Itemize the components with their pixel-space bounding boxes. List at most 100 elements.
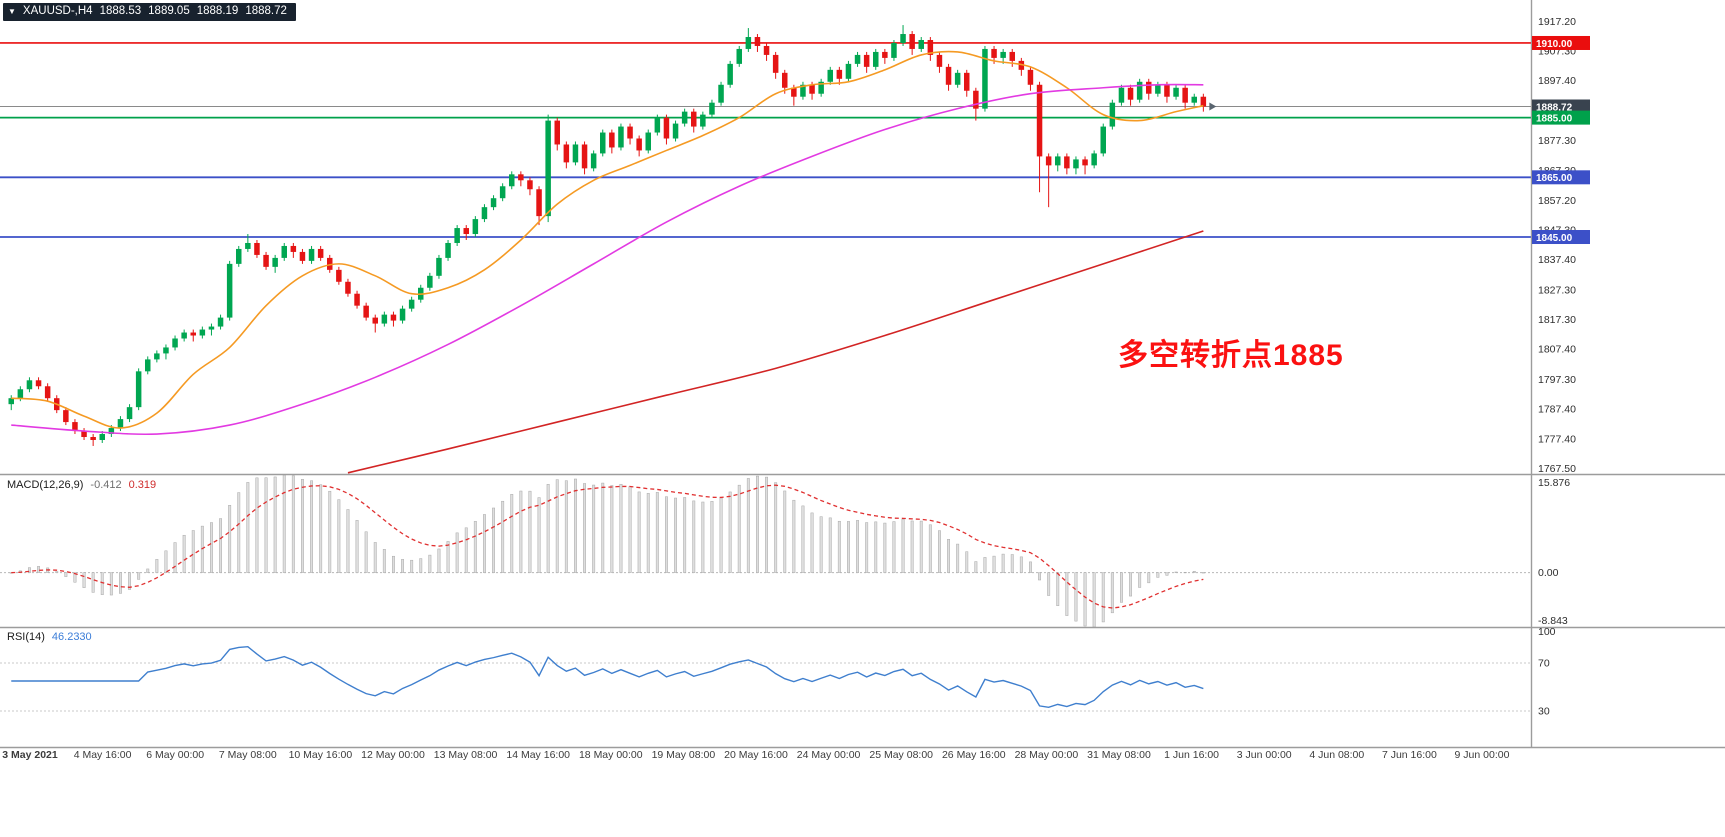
price-axis-label: 1787.40 <box>1538 403 1576 415</box>
price-badge-1910.00 <box>1532 35 1590 50</box>
macd-histogram-bar <box>210 522 213 573</box>
candle-up <box>1109 102 1116 127</box>
candle-down <box>563 144 570 163</box>
candle-down <box>882 51 888 58</box>
macd-histogram-bar <box>291 475 295 573</box>
time-axis-label[interactable]: 20 May 16:00 <box>724 749 788 761</box>
candle-down <box>663 117 670 139</box>
macd-histogram-bar <box>947 539 950 573</box>
time-axis-label[interactable]: 4 Jun 08:00 <box>1309 749 1364 761</box>
time-axis-label[interactable]: 3 Jun 00:00 <box>1237 749 1292 761</box>
candle-up <box>99 434 105 440</box>
candle-down <box>363 305 369 318</box>
time-axis-label[interactable]: 28 May 00:00 <box>1015 749 1079 761</box>
time-axis-label[interactable]: 24 May 00:00 <box>797 749 861 761</box>
macd-histogram-bar <box>428 554 432 573</box>
macd-histogram-bar <box>173 542 177 573</box>
time-axis-label[interactable]: 25 May 08:00 <box>869 749 933 761</box>
time-axis-label[interactable]: 18 May 00:00 <box>579 749 643 761</box>
candle-down <box>1009 51 1015 61</box>
candle-up <box>654 117 661 133</box>
rsi-axis-label: 100 <box>1538 626 1556 638</box>
time-axis-label[interactable]: 4 May 16:00 <box>74 749 132 761</box>
price-badge-1865.00 <box>1532 170 1590 185</box>
candle-down <box>609 132 615 148</box>
time-axis-label[interactable]: 19 May 08:00 <box>652 749 716 761</box>
candle-up <box>481 207 488 220</box>
macd-histogram-bar <box>919 520 923 573</box>
candle-down <box>1146 81 1152 94</box>
collapse-icon[interactable]: ▼ <box>8 7 16 16</box>
macd-histogram-bar <box>401 559 405 573</box>
macd-histogram-bar <box>528 490 532 573</box>
candle-up <box>954 72 961 85</box>
macd-histogram-bar <box>756 475 759 573</box>
candle-down <box>463 228 469 235</box>
macd-signal-value: 0.319 <box>128 479 157 491</box>
macd-indicator-label: MACD(12,26,9) -0.412 0.319 <box>7 479 156 491</box>
time-axis-label[interactable]: 9 Jun 00:00 <box>1455 749 1510 761</box>
macd-histogram-bar <box>128 572 132 590</box>
macd-histogram-bar <box>319 484 323 573</box>
macd-histogram-bar <box>537 497 541 573</box>
time-axis-label[interactable]: 7 Jun 16:00 <box>1382 749 1437 761</box>
candle-up <box>681 111 688 124</box>
macd-histogram-bar <box>828 517 832 573</box>
macd-histogram-bar <box>628 486 632 573</box>
macd-histogram-bar <box>1138 572 1142 588</box>
macd-histogram-bar <box>91 572 95 593</box>
candle-up <box>1173 87 1179 97</box>
macd-histogram-bar <box>928 524 932 573</box>
annotation-text[interactable]: 多空转折点1885 <box>1118 339 1344 372</box>
time-axis-label[interactable]: 6 May 00:00 <box>146 749 204 761</box>
candle-up <box>982 48 988 109</box>
macd-histogram-bar <box>1120 572 1123 603</box>
macd-histogram-bar <box>55 571 59 573</box>
time-axis-label[interactable]: 31 May 08:00 <box>1087 749 1151 761</box>
candle-up <box>172 338 178 348</box>
symbol-ohlc-readout[interactable]: ▼ XAUUSD-,H4 1888.53 1889.05 1888.19 188… <box>3 3 296 21</box>
macd-histogram-bar <box>146 568 150 573</box>
macd-axis-label: 0.00 <box>1538 567 1559 579</box>
candle-up <box>800 84 806 97</box>
macd-histogram-bar <box>437 548 441 573</box>
candle-down <box>964 72 970 91</box>
time-axis-label[interactable]: 3 May 2021 <box>2 749 58 761</box>
price-badge-text: 1865.00 <box>1536 173 1573 184</box>
time-axis-label[interactable]: 13 May 08:00 <box>434 749 498 761</box>
time-axis-label[interactable]: 26 May 16:00 <box>942 749 1006 761</box>
candle-down <box>754 37 761 46</box>
time-axis-label[interactable]: 7 May 08:00 <box>219 749 277 761</box>
ohlc-low: 1888.19 <box>196 5 239 17</box>
time-axis-label[interactable]: 10 May 16:00 <box>289 749 353 761</box>
candle-up <box>26 380 33 390</box>
candle-up <box>181 332 187 339</box>
candle-down <box>390 314 397 321</box>
time-axis-label[interactable]: 12 May 00:00 <box>361 749 425 761</box>
candle-up <box>454 228 460 243</box>
macd-histogram-bar <box>901 518 905 573</box>
candle-up <box>117 419 124 429</box>
candle-down <box>1036 84 1043 157</box>
macd-histogram-bar <box>483 514 486 573</box>
candle-down <box>927 39 934 55</box>
candle-up <box>490 198 497 208</box>
candle-up <box>618 126 624 148</box>
price-axis-label: 1817.30 <box>1538 314 1576 326</box>
macd-histogram-bar <box>392 555 395 573</box>
macd-histogram-bar <box>592 484 596 573</box>
candle-down <box>554 120 560 145</box>
candle-down <box>863 54 870 67</box>
macd-histogram-bar <box>1165 572 1169 576</box>
candle-up <box>1073 159 1079 169</box>
time-axis-label[interactable]: 14 May 16:00 <box>506 749 570 761</box>
candle-up <box>199 329 206 336</box>
candle-down <box>791 87 797 97</box>
macd-histogram-bar <box>865 522 869 573</box>
macd-histogram-bar <box>765 476 768 573</box>
slow-ma-line <box>347 230 1204 474</box>
time-axis-label[interactable]: 1 Jun 16:00 <box>1164 749 1219 761</box>
axes: 1917.201907.301897.401887.401877.301867.… <box>0 0 1725 761</box>
candle-up <box>208 326 215 330</box>
